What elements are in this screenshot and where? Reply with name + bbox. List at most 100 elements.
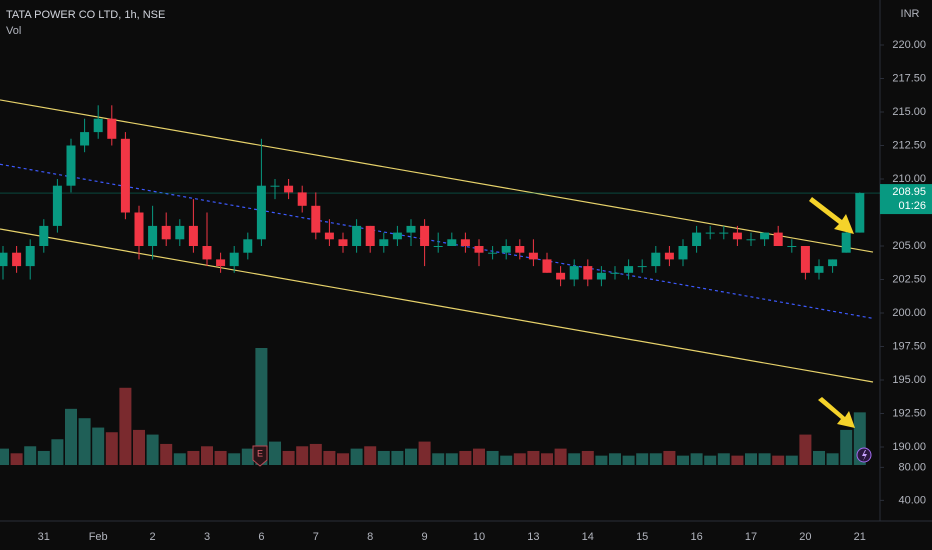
volume-bar bbox=[622, 455, 635, 465]
volume-bar bbox=[432, 453, 445, 465]
x-tick-label: 16 bbox=[690, 531, 702, 543]
volume-bar bbox=[649, 453, 662, 465]
candle-body bbox=[624, 266, 634, 273]
x-tick-label: 15 bbox=[636, 531, 648, 543]
volume-bar bbox=[813, 450, 825, 465]
volume-bar bbox=[119, 387, 132, 465]
candle-body bbox=[719, 232, 729, 234]
arrow bbox=[818, 397, 855, 428]
candle-body bbox=[556, 272, 566, 280]
volume-bar bbox=[255, 348, 268, 465]
candle-body bbox=[447, 239, 457, 246]
volume-bar bbox=[581, 450, 594, 465]
volume-bar bbox=[65, 408, 77, 465]
candle-body bbox=[855, 193, 865, 233]
countdown-label: 01:26 bbox=[898, 200, 926, 212]
volume-bar bbox=[37, 450, 50, 465]
candle-body bbox=[773, 232, 783, 246]
candle-body bbox=[678, 246, 688, 260]
candle-body bbox=[284, 185, 294, 193]
candle-body bbox=[474, 246, 484, 253]
candle-body bbox=[814, 266, 824, 273]
candle-body bbox=[379, 239, 389, 246]
arrow bbox=[809, 197, 854, 234]
volume-bar bbox=[541, 453, 553, 465]
volume-bar bbox=[513, 453, 526, 465]
volume-bar bbox=[486, 450, 499, 465]
volume-bar bbox=[173, 453, 186, 465]
y-tick-label: 202.50 bbox=[892, 273, 926, 285]
candle-body bbox=[229, 252, 239, 267]
x-tick-label: 17 bbox=[745, 531, 757, 543]
candle-body bbox=[732, 232, 742, 240]
volume-bar bbox=[663, 450, 676, 465]
volume-bar bbox=[745, 453, 757, 465]
candle-body bbox=[610, 272, 620, 274]
candle-body bbox=[515, 246, 525, 253]
candle-body bbox=[828, 259, 838, 267]
volume-bar bbox=[269, 441, 281, 465]
candle-body bbox=[460, 239, 470, 246]
y-tick-label: 192.50 bbox=[892, 407, 926, 419]
candle-body bbox=[433, 246, 443, 247]
earnings-marker: E bbox=[257, 448, 263, 458]
y-tick-label: 215.00 bbox=[892, 106, 926, 118]
y-tick-label: 217.50 bbox=[892, 72, 926, 84]
volume-bar bbox=[568, 453, 581, 465]
candle-body bbox=[542, 259, 552, 273]
volume-bar bbox=[24, 446, 37, 465]
volume-bar bbox=[473, 448, 485, 465]
candle-body bbox=[787, 246, 797, 247]
candle-body bbox=[297, 192, 307, 206]
x-tick-label: 21 bbox=[854, 531, 866, 543]
candle-body bbox=[311, 205, 321, 233]
plot: 220.00 217.50 215.00 212.50 210.00 205.00 202.… bbox=[0, 39, 932, 543]
candle-body bbox=[80, 132, 90, 146]
volume-bar bbox=[350, 448, 363, 465]
x-tick-label: 13 bbox=[527, 531, 539, 543]
volume-bar bbox=[133, 429, 145, 465]
candle-body bbox=[161, 225, 171, 240]
y-tick-label: 190.00 bbox=[892, 441, 926, 453]
y-tick-label: 197.50 bbox=[892, 340, 926, 352]
y2-tick-label: 80.00 bbox=[898, 461, 926, 473]
candle-body bbox=[392, 232, 402, 240]
x-tick-label: 20 bbox=[799, 531, 811, 543]
channel-mid bbox=[0, 163, 874, 319]
currency-label: INR bbox=[901, 8, 920, 20]
candle-body bbox=[39, 225, 49, 246]
volume-bar bbox=[146, 434, 159, 465]
volume-bar bbox=[201, 446, 213, 465]
volume-bar bbox=[0, 448, 9, 465]
volume-bar bbox=[459, 450, 472, 465]
candle-body bbox=[705, 232, 715, 234]
chart-title: TATA POWER CO LTD, 1h, NSE bbox=[6, 9, 165, 21]
candle-body bbox=[25, 246, 35, 267]
candle-body bbox=[202, 246, 212, 260]
y2-tick-label: 40.00 bbox=[898, 494, 926, 506]
candle-body bbox=[692, 232, 702, 246]
candle-body bbox=[583, 266, 593, 280]
volume-bar bbox=[241, 448, 254, 465]
volume-bar bbox=[527, 450, 540, 465]
volume-bar bbox=[609, 453, 621, 465]
candle-body bbox=[270, 185, 280, 187]
candle-body bbox=[243, 239, 253, 253]
y-tick-label: 205.00 bbox=[892, 240, 926, 252]
volume-bar bbox=[418, 441, 431, 465]
volume-bar bbox=[105, 432, 118, 465]
volume-bar bbox=[377, 450, 390, 465]
volume-label: Vol bbox=[6, 25, 21, 37]
volume-bar bbox=[758, 453, 771, 465]
candle-body bbox=[66, 145, 76, 186]
volume-bar bbox=[337, 453, 349, 465]
volume-bar bbox=[10, 453, 23, 465]
x-tick-label: 6 bbox=[258, 531, 264, 543]
volume-bar bbox=[554, 448, 567, 465]
candle-body bbox=[52, 185, 62, 226]
volume-bar bbox=[78, 418, 91, 465]
volume-bar bbox=[282, 450, 295, 465]
volume-bar bbox=[690, 453, 703, 465]
